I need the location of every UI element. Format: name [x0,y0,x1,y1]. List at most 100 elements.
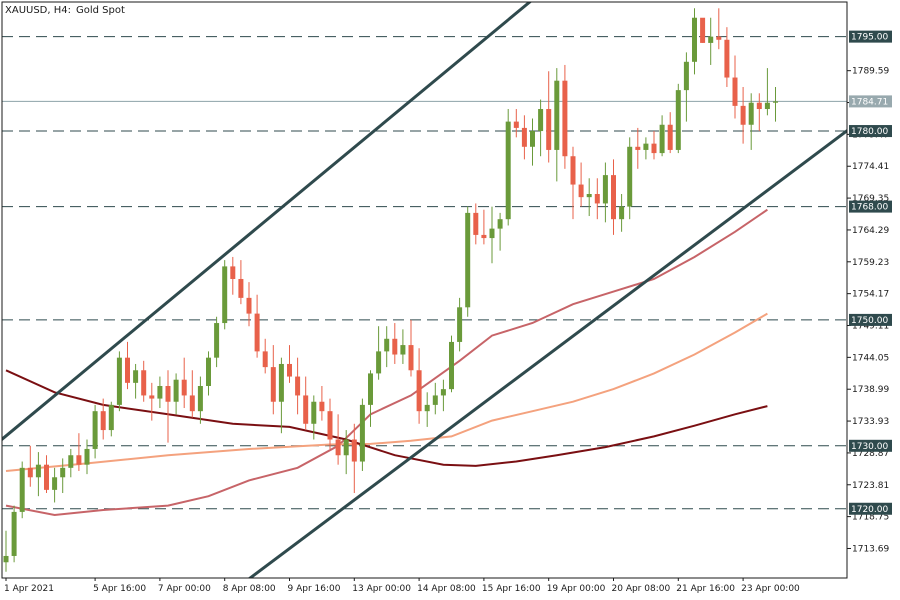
candle-body [716,36,722,40]
level-label-box [849,502,892,515]
candle-body [521,127,527,147]
candle-body [287,363,292,377]
candle-body [773,101,778,103]
candle-body [546,109,552,150]
level-label-box [849,439,892,452]
candle-body [764,102,770,110]
level-label-box [849,313,892,326]
candle-body [173,379,179,402]
candle-body [125,357,130,383]
y-tick-label: 1718.75 [852,513,889,523]
y-tick-label: 1728.87 [852,449,889,459]
candle-body [197,386,203,412]
candle-body [165,386,171,402]
candle-body [748,102,754,125]
level-label: 1730.00 [851,442,888,452]
channel-line [247,128,847,578]
x-tick-label: 5 Apr 16:00 [93,584,146,594]
candle-body [76,455,82,465]
candle-body [497,219,503,229]
x-tick-label: 15 Apr 16:00 [482,584,541,594]
candle-body [554,80,560,150]
y-tick-label: 1744.05 [852,353,889,363]
candle-body [3,555,9,563]
candle-body [594,194,600,204]
candle-body [384,338,390,352]
candle-body [189,395,195,412]
candle-body [530,131,535,147]
y-tick-label: 1723.81 [852,481,889,491]
y-tick-label: 1713.69 [852,544,889,554]
candle-body [619,206,625,220]
candle-body [732,77,738,106]
candle-body [376,351,382,374]
x-tick-label: 9 Apr 16:00 [288,584,341,594]
candle-body [254,313,260,352]
candle-body [432,395,438,405]
level-label-box [849,30,892,43]
candle-body [92,411,98,449]
candle-body [392,338,398,355]
candle-body [230,266,236,279]
candle-body [586,194,592,198]
y-tick-label: 1789.59 [852,67,889,77]
candle-body [602,175,608,204]
y-tick-label: 1733.93 [852,417,889,427]
candle-body [368,373,373,405]
candle-body [270,367,276,402]
candle-body [116,357,122,405]
candle-body [11,511,17,556]
x-tick-label: 13 Apr 00:00 [352,584,411,594]
candle-body [44,464,49,490]
x-tick-label: 7 Apr 00:00 [158,584,211,594]
candle-body [465,212,471,308]
y-tick-label: 1759.23 [852,258,889,268]
candle-body [335,439,341,456]
candle-body [505,121,511,220]
candle-body [149,395,155,399]
candle-body [214,323,220,358]
y-tick-label: 1769.35 [852,194,889,204]
level-label: 1795.00 [851,33,888,43]
candle-body [424,404,430,412]
candle-body [222,266,228,324]
candle-body [481,234,487,239]
y-tick-label: 1774.41 [852,162,889,172]
candle-body [675,90,681,150]
candle-body [457,307,463,342]
candle-body [238,278,244,298]
level-label: 1780.00 [851,127,888,137]
x-tick-label: 8 Apr 08:00 [223,584,276,594]
current-price-label: 1784.71 [851,97,888,107]
candle-body [303,395,309,424]
candle-body [651,143,657,154]
candle-body [756,102,762,110]
y-tick-label: 1749.11 [852,322,889,332]
candle-body [408,345,414,371]
level-label: 1720.00 [851,505,888,515]
x-tick-label: 14 Apr 08:00 [417,584,476,594]
candle-body [538,109,544,132]
level-label: 1750.00 [851,316,888,326]
candle-body [359,404,365,462]
x-tick-label: 21 Apr 16:00 [676,584,735,594]
level-label: 1768.00 [851,203,888,213]
level-label-box [849,200,892,213]
candle-body [440,389,446,396]
x-tick-label: 20 Apr 08:00 [612,584,671,594]
x-tick-label: 19 Apr 00:00 [547,584,606,594]
candle-body [724,39,730,78]
current-price-box [849,95,892,108]
candle-body [513,121,519,128]
candle-body [319,401,325,412]
candle-body [100,411,106,431]
candle-body [416,370,422,412]
candle-body [449,341,454,390]
candle-body [68,455,74,468]
candle-body [60,467,66,478]
x-tick-label: 23 Apr 00:00 [741,584,800,594]
candle-body [52,477,58,490]
y-tick-label: 1764.29 [852,226,889,236]
moving-average-line [5,208,768,517]
